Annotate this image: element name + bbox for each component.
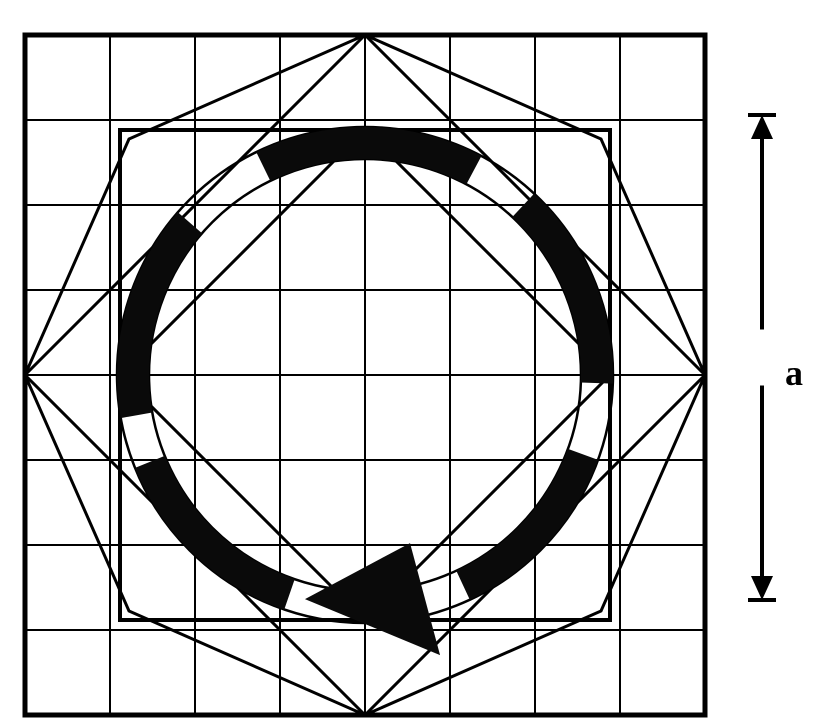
diagram-svg xyxy=(0,0,815,726)
diagram-canvas: a xyxy=(0,0,815,726)
dimension-label-a: a xyxy=(785,352,803,394)
